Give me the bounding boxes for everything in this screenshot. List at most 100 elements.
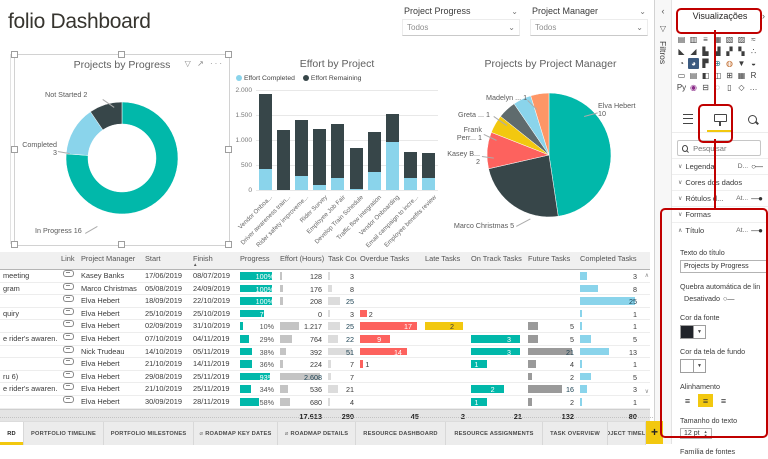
table-header[interactable]: Link Project Manager Start Finish ▲ Progress E… (0, 252, 650, 270)
bar-chart-panel[interactable]: Effort by Project Effort Completed Effort… (230, 54, 444, 249)
funnel-icon[interactable]: ▼ (737, 59, 746, 68)
bar-rider-survey[interactable] (313, 129, 327, 190)
100-stacked-column-chart-icon[interactable]: ▨ (737, 35, 746, 44)
analytics-tab[interactable] (739, 107, 765, 131)
resize-handle[interactable] (225, 51, 232, 58)
chevron-down-icon[interactable]: ⌄ (508, 23, 515, 32)
page-tab-rd[interactable]: RD (0, 422, 24, 445)
resize-handle[interactable] (225, 241, 232, 248)
line-clustered-column-chart-icon[interactable]: ▙ (702, 47, 709, 56)
collapse-pane-icon[interactable]: › (762, 11, 765, 21)
column-header-progress[interactable]: Progress (240, 254, 270, 263)
slice-in-progress[interactable] (65, 101, 179, 215)
column-header-completed-tasks[interactable]: Completed Tasks (580, 254, 637, 263)
link-icon[interactable] (62, 395, 74, 403)
scroll-down-icon[interactable]: ∨ (644, 389, 649, 395)
page-tab-portfolio-timeline[interactable]: PORTFOLIO TIMELINE (24, 422, 104, 445)
page-tab-resource-assignments[interactable]: RESOURCE ASSIGNMENTS (446, 422, 543, 445)
search-input[interactable] (691, 142, 756, 154)
column-header-link[interactable]: Link (61, 254, 75, 263)
focus-mode-icon[interactable]: ↗ (197, 59, 206, 68)
segment-effort-completed[interactable] (313, 184, 327, 190)
gauge-icon[interactable]: ◒ (751, 59, 756, 68)
color-dropdown-icon[interactable]: ▼ (694, 325, 706, 339)
text-size-stepper[interactable]: 12 pt ▲ ▼ (680, 428, 712, 439)
slicer-dropdown[interactable]: Todos ⌄ (530, 19, 648, 36)
more-options-icon[interactable]: ··· (210, 59, 224, 68)
link-icon[interactable] (62, 270, 74, 277)
segment-effort-completed[interactable] (295, 175, 308, 190)
slice-marco-christmas[interactable] (488, 154, 559, 218)
toggle-off[interactable]: ○— (751, 162, 763, 171)
table-row[interactable]: quiry Elva Hebert 25/10/2019 25/10/2019 75% 0… (0, 307, 650, 321)
paginated-report-icon[interactable]: ▯ (727, 83, 732, 92)
map-icon[interactable]: ⊕ (714, 59, 721, 68)
resize-handle[interactable] (11, 241, 18, 248)
resize-handle[interactable] (118, 51, 125, 58)
link-icon[interactable] (62, 383, 74, 391)
project-table[interactable]: Link Project Manager Start Finish ▲ Progress E… (0, 252, 650, 424)
link-icon[interactable] (62, 295, 74, 303)
bar-employee-benefits-review[interactable] (422, 153, 436, 190)
link-icon[interactable] (62, 320, 74, 328)
page-tab-portfolio-milestones[interactable]: PORTFOLIO MILESTONES (104, 422, 194, 445)
section-shapes[interactable]: ∨ Formas (672, 206, 768, 222)
filters-pane-collapsed[interactable]: ‹ ▽ Filtros (655, 0, 672, 444)
slice-not-started[interactable] (90, 101, 123, 131)
kpi-icon[interactable]: ◧ (701, 71, 710, 80)
stacked-area-chart-icon[interactable]: ◢ (690, 47, 697, 56)
column-header-task-count[interactable]: Task Count (328, 254, 357, 263)
segment-effort-remaining[interactable] (386, 113, 399, 142)
segment-effort-completed[interactable] (404, 177, 418, 190)
donut-chart-icon[interactable]: ◕ (688, 58, 699, 69)
resize-handle[interactable] (118, 241, 125, 248)
segment-effort-completed[interactable] (331, 177, 345, 190)
segment-effort-remaining[interactable] (295, 119, 308, 176)
align-right-button[interactable]: ≡ (720, 395, 727, 406)
column-header-finish[interactable]: Finish ▲ (190, 252, 237, 269)
segment-effort-completed[interactable] (258, 168, 272, 190)
column-header-late-tasks[interactable]: Late Tasks (425, 254, 461, 263)
chevron-down-icon[interactable]: ⌄ (639, 6, 646, 16)
segment-effort-remaining[interactable] (349, 148, 363, 189)
bar-develop-train-schedule[interactable] (349, 148, 363, 190)
table-row[interactable]: Nick Trudeau 14/10/2019 05/11/2019 38% 392 51… (0, 345, 650, 359)
qa-icon[interactable]: ◌ (715, 83, 720, 92)
bar-driver-awareness-train-[interactable] (276, 129, 290, 190)
line-chart-icon[interactable]: ≈ (751, 35, 756, 44)
column-header-effort-hours-[interactable]: Effort (Hours) (280, 254, 325, 263)
spinner-icons[interactable]: ▲ ▼ (703, 429, 708, 438)
column-header-future-tasks[interactable]: Future Tasks (528, 254, 571, 263)
page-tab-resource-dashboard[interactable]: RESOURCE DASHBOARD (356, 422, 446, 445)
segment-effort-remaining[interactable] (422, 153, 436, 178)
bg-color-swatch[interactable] (680, 359, 694, 373)
matrix-icon[interactable]: ▦ (737, 71, 746, 80)
link-icon[interactable] (62, 358, 74, 366)
bar-vendor-onboarding[interactable] (386, 113, 399, 190)
decomposition-tree-icon[interactable]: ⊟ (702, 83, 709, 92)
filter-icon[interactable]: ▽ (184, 59, 193, 68)
area-chart-icon[interactable]: ◣ (678, 47, 685, 56)
expand-pane-icon[interactable]: ‹ (661, 6, 665, 16)
slicer-dropdown[interactable]: Todos ⌄ (402, 19, 520, 36)
table-row[interactable]: e rider's awaren... Elva Hebert 07/10/2019… (0, 332, 650, 346)
slicer-icon[interactable]: ◫ (713, 71, 722, 80)
toggle-on[interactable]: —● (751, 194, 763, 203)
pie-chart-panel[interactable]: Projects by Project Manager Elva Hebert … (446, 54, 655, 244)
slice-elva-hebert[interactable] (548, 92, 612, 217)
resize-handle[interactable] (225, 146, 232, 153)
toggle-on[interactable]: —● (751, 226, 763, 235)
more-visuals-icon[interactable]: … (749, 83, 758, 92)
chevron-down-icon[interactable]: ⌄ (511, 6, 518, 16)
link-icon[interactable] (62, 345, 74, 353)
table-row[interactable]: Elva Hebert 02/09/2019 31/10/2019 10% 1.217 2… (0, 320, 650, 333)
font-color-swatch[interactable] (680, 325, 694, 339)
stacked-bar-chart-icon[interactable]: ▤ (677, 35, 686, 44)
key-influencers-icon[interactable]: ◉ (690, 83, 697, 92)
format-search[interactable] (677, 140, 761, 156)
table-row[interactable]: gram Marco Christmas 05/08/2019 24/09/2019 1… (0, 282, 650, 296)
fields-tab[interactable] (675, 107, 701, 131)
column-header-project[interactable] (0, 252, 58, 269)
scatter-chart-icon[interactable]: ∴ (750, 47, 757, 56)
segment-effort-completed[interactable] (386, 142, 399, 190)
